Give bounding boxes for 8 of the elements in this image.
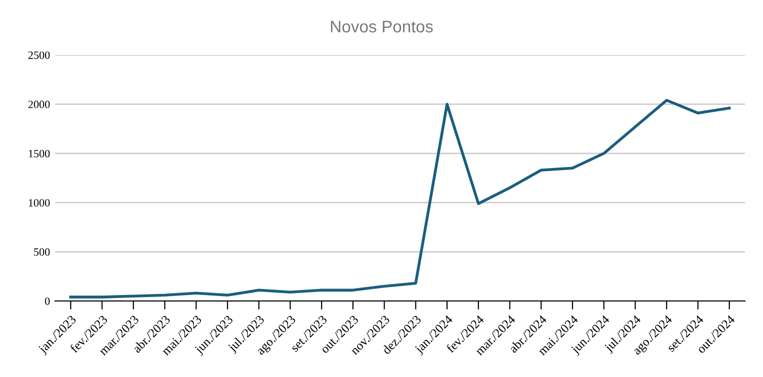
line-series <box>69 98 731 298</box>
chart-title: Novos Pontos <box>330 20 433 32</box>
y-tick-label: 1500 <box>28 150 50 158</box>
y-tick-label: 1000 <box>28 199 50 207</box>
y-tick-label: 2500 <box>28 51 50 59</box>
y-tick-label: 500 <box>34 248 50 256</box>
y-tick-label: 2000 <box>28 100 50 108</box>
y-tick-label: 0 <box>45 297 50 305</box>
